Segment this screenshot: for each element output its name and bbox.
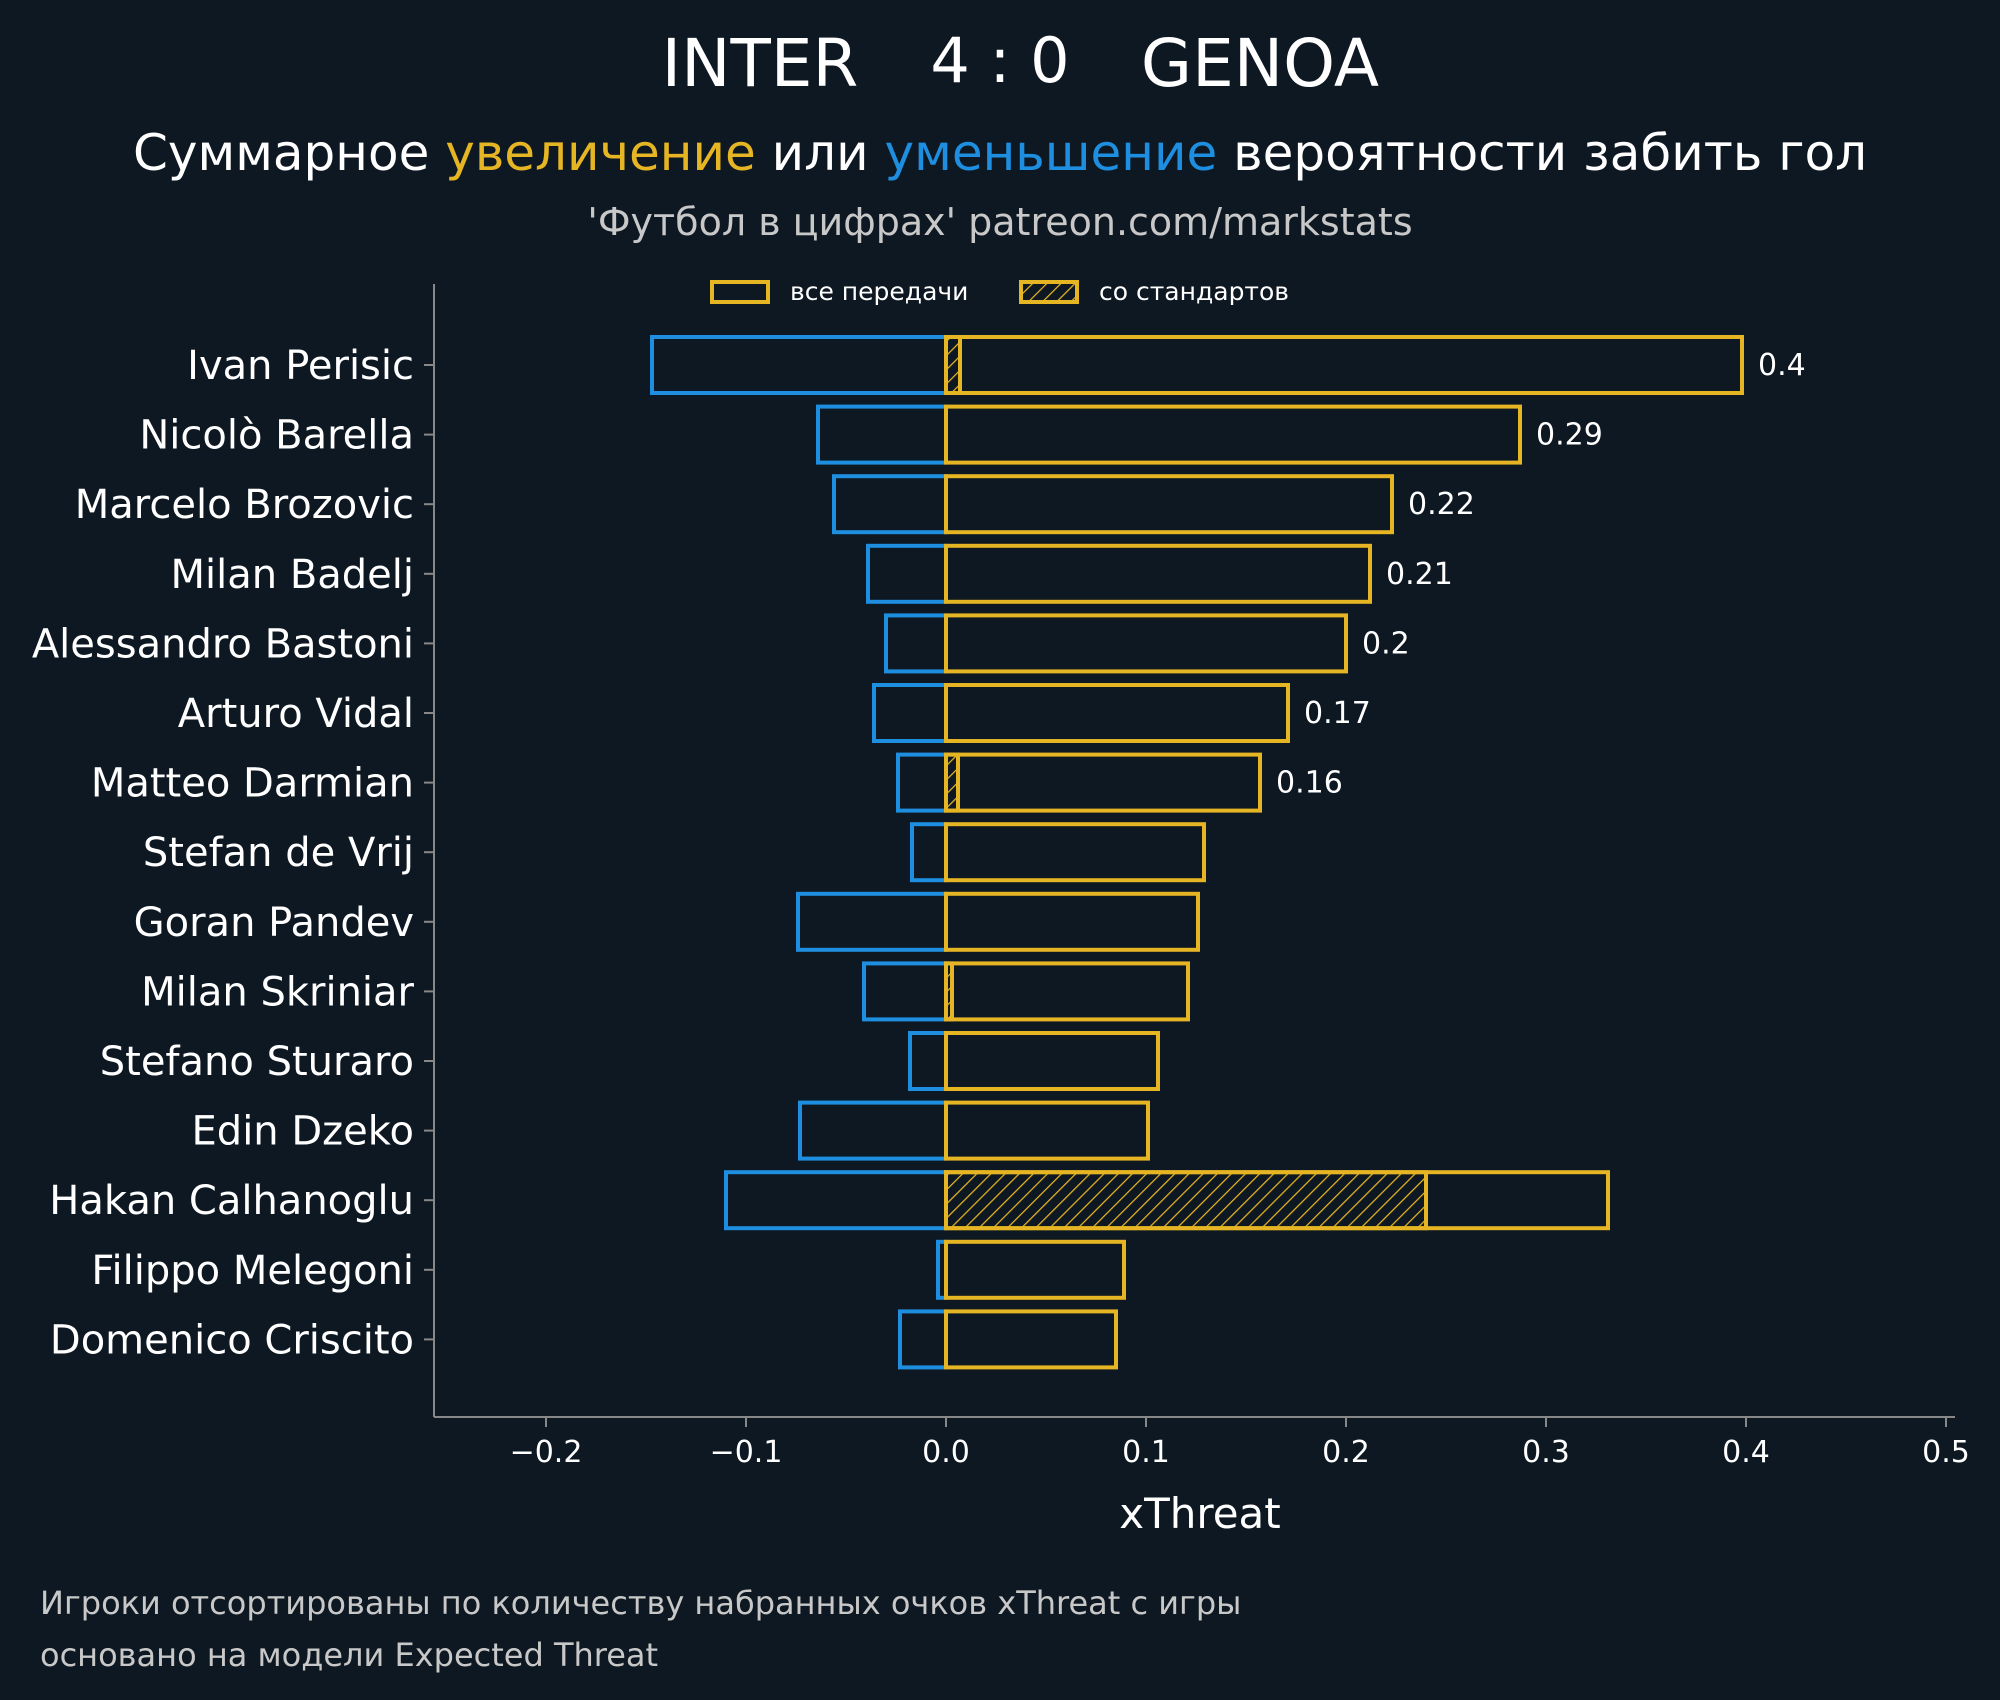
- increase-bar: [944, 1031, 1160, 1091]
- bar-value-label: 0.4: [1758, 348, 1806, 383]
- legend-swatch-set-pieces: [1019, 280, 1079, 304]
- player-label: Alessandro Bastoni: [32, 621, 414, 667]
- legend-label-all-passes: все передачи: [790, 277, 968, 306]
- legend-label-set-pieces: со стандартов: [1099, 277, 1289, 306]
- x-axis-label: xThreat: [1119, 1489, 1281, 1538]
- player-label: Hakan Calhanoglu: [49, 1178, 414, 1224]
- decrease-bar: [832, 474, 948, 535]
- decrease-bar: [910, 822, 948, 883]
- decrease-bar: [798, 1100, 948, 1161]
- decrease-bar: [650, 335, 948, 395]
- decrease-bar: [872, 683, 948, 743]
- player-label: Milan Skriniar: [141, 969, 414, 1015]
- x-tick-label: 0.4: [1722, 1435, 1770, 1470]
- set-piece-bar: [944, 335, 962, 395]
- subtitle-increase: увеличение: [445, 124, 756, 182]
- increase-bar: [944, 1309, 1118, 1370]
- player-label: Arturo Vidal: [178, 691, 414, 737]
- increase-bar: [944, 404, 1522, 465]
- increase-bar: [944, 1170, 1610, 1231]
- bars: 0.4 0.29 0.22 0.21 0.2 0.17 0.16: [650, 335, 1806, 1370]
- player-label: Stefan de Vrij: [143, 830, 414, 876]
- set-piece-bar: [944, 1170, 1428, 1231]
- x-tick-label: 0.5: [1922, 1435, 1970, 1470]
- bar-value-label: 0.21: [1386, 557, 1453, 592]
- bar-value-label: 0.2: [1362, 626, 1410, 661]
- player-label: Domenico Criscito: [50, 1317, 414, 1363]
- increase-bar: [944, 474, 1394, 535]
- subtitle-part3: вероятности забить гол: [1217, 124, 1867, 182]
- player-label: Matteo Darmian: [91, 761, 414, 807]
- x-tick-label: −0.2: [510, 1435, 583, 1470]
- player-label: Marcelo Brozovic: [75, 482, 414, 528]
- legend-swatch-all-passes: [710, 280, 770, 304]
- increase-bar: [944, 891, 1200, 952]
- decrease-bar: [816, 404, 948, 465]
- increase-bar: [944, 335, 1744, 395]
- increase-bar: [944, 543, 1372, 604]
- increase-bar: [944, 961, 1190, 1022]
- bar-value-label: 0.17: [1304, 696, 1371, 731]
- player-label: Nicolò Barella: [139, 413, 414, 459]
- player-label: Ivan Perisic: [187, 343, 414, 389]
- source-credit: 'Футбол в цифрах' patreon.com/markstats: [587, 200, 1412, 244]
- decrease-bar: [796, 891, 948, 952]
- decrease-bar: [724, 1170, 948, 1231]
- decrease-bar: [866, 543, 948, 604]
- increase-bar: [944, 752, 1262, 813]
- subtitle-decrease: уменьшение: [885, 124, 1218, 182]
- subtitle: Суммарное увеличение или уменьшение веро…: [133, 124, 1867, 182]
- decrease-bar: [898, 1309, 948, 1370]
- player-label: Filippo Melegoni: [91, 1248, 414, 1294]
- increase-bar: [944, 822, 1206, 883]
- x-tick-label: 0.3: [1522, 1435, 1570, 1470]
- player-label: Milan Badelj: [171, 552, 415, 598]
- increase-bar: [944, 1100, 1150, 1161]
- x-tick-label: 0.1: [1122, 1435, 1170, 1470]
- bar-value-label: 0.16: [1276, 766, 1343, 801]
- decrease-bar: [862, 961, 948, 1022]
- x-ticks: −0.2 −0.1 0.0 0.1 0.2 0.3 0.4 0.5: [510, 1417, 1970, 1470]
- legend: все передачи со стандартов: [710, 277, 1289, 306]
- increase-bar: [944, 683, 1290, 743]
- title-home-team: INTER: [662, 25, 859, 102]
- x-tick-label: 0.0: [922, 1435, 970, 1470]
- increase-bar: [944, 1239, 1126, 1300]
- subtitle-part2: или: [756, 124, 885, 182]
- bar-value-label: 0.29: [1536, 418, 1603, 453]
- increase-bar: [944, 613, 1348, 674]
- decrease-bar: [884, 613, 948, 674]
- footer-note-line2: основано на модели Expected Threat: [40, 1636, 658, 1674]
- decrease-bar: [908, 1031, 948, 1091]
- decrease-bar: [896, 752, 948, 813]
- footer-note-line1: Игроки отсортированы по количеству набра…: [40, 1584, 1241, 1622]
- player-label: Edin Dzeko: [192, 1109, 414, 1155]
- bar-value-label: 0.22: [1408, 487, 1475, 522]
- subtitle-part1: Суммарное: [133, 124, 445, 182]
- player-label: Goran Pandev: [134, 900, 414, 946]
- x-tick-label: 0.2: [1322, 1435, 1370, 1470]
- player-label: Stefano Sturaro: [100, 1039, 414, 1085]
- title-away-team: GENOA: [1141, 25, 1379, 102]
- x-tick-label: −0.1: [710, 1435, 783, 1470]
- y-ticks: Ivan Perisic Nicolò Barella Marcelo Brozov…: [32, 343, 434, 1363]
- title-score: 4 : 0: [930, 24, 1069, 97]
